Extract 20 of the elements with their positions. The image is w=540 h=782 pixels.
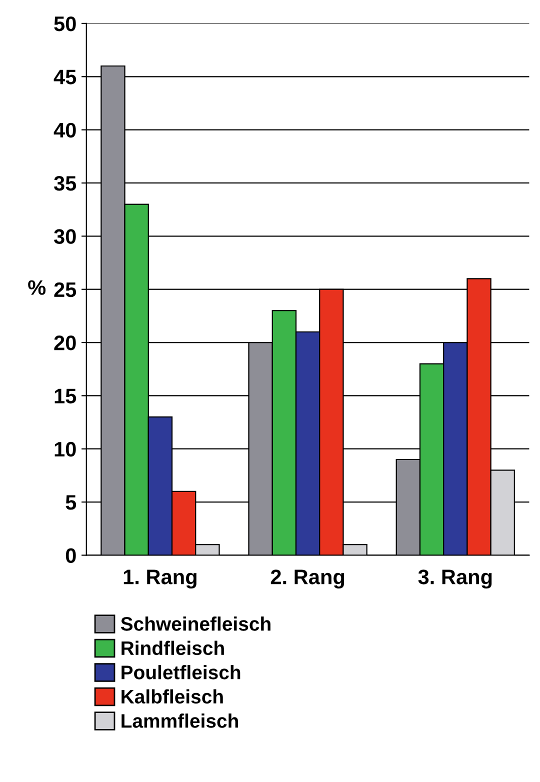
y-tick-label: 30: [54, 229, 76, 244]
x-tick-label: 1. Rang: [124, 570, 196, 589]
legend-label: Pouletfleisch: [122, 665, 240, 680]
y-tick-label: 20: [54, 336, 76, 350]
y-tick-label: 5: [66, 495, 76, 510]
y-axis-title: %: [28, 280, 46, 295]
y-tick-label: 0: [66, 548, 76, 563]
x-tick-label: 3. Rang: [418, 570, 492, 589]
legend-label: Lammfleisch: [122, 714, 238, 728]
y-tick-label: 35: [54, 176, 76, 191]
y-tick-label: 45: [54, 70, 76, 84]
y-tick-label: 15: [54, 388, 76, 404]
legend-label: Rindfleisch: [122, 640, 224, 656]
legend-label: Schweinefleisch: [120, 616, 270, 631]
y-tick-label: 50: [54, 16, 76, 32]
y-tick-label: 25: [54, 282, 76, 298]
legend-label: Kalbfleisch: [122, 689, 223, 704]
x-tick-label: 2. Rang: [270, 570, 344, 589]
y-tick-label: 40: [54, 122, 76, 138]
y-tick-label: 10: [54, 442, 76, 457]
